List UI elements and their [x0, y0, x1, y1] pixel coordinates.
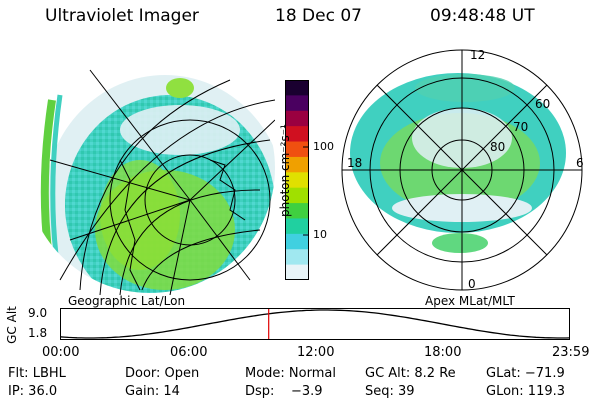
gain-info: Gain: 14 [125, 384, 180, 399]
apex-caption: Apex MLat/MLT [425, 294, 515, 308]
mlt-label-6: 6 [576, 156, 584, 170]
colorbar-stripe [285, 264, 309, 280]
colorbar-stripe [285, 172, 309, 189]
colorbar-stripe [285, 187, 309, 204]
mlt-label-18: 18 [347, 156, 363, 170]
altitude-tick-high: 9.0 [28, 306, 48, 320]
geographic-auroral-image [40, 69, 275, 295]
colorbar-stripe [285, 218, 309, 235]
colorbar-tick-10: 10 [313, 228, 327, 241]
door-info: Door: Open [125, 366, 200, 381]
altitude-axis-label: GC Alt [5, 306, 19, 344]
colorbar [285, 80, 309, 280]
colorbar-stripe [285, 95, 309, 112]
time-tick-1800: 18:00 [424, 345, 462, 360]
time-label: 09:48:48 UT [430, 6, 535, 26]
glon-info: GLon: 119.3 [486, 384, 566, 399]
mlat-label-60: 60 [535, 97, 551, 111]
filter-info: Flt: LBHL [8, 366, 66, 381]
colorbar-stripe [285, 203, 309, 219]
time-tick-1200: 12:00 [297, 345, 335, 360]
colorbar-stripe [285, 80, 309, 96]
altitude-curve [60, 309, 570, 339]
mlt-label-12: 12 [470, 48, 486, 62]
geographic-caption: Geographic Lat/Lon [68, 294, 186, 308]
time-tick-2359: 23:59 [552, 345, 590, 360]
glat-info: GLat: −71.9 [486, 366, 565, 381]
mode-info: Mode: Normal [245, 366, 336, 381]
colorbar-unit-label: photon cm⁻²s⁻¹ [278, 124, 292, 217]
seq-info: Seq: 39 [365, 384, 415, 399]
mlat-label-80: 80 [490, 140, 506, 154]
colorbar-stripe [285, 126, 309, 143]
colorbar-stripe [285, 141, 309, 158]
dsp-info: Dsp: −3.9 [245, 384, 323, 399]
date-label: 18 Dec 07 [275, 6, 362, 26]
altitude-tick-low: 1.8 [28, 326, 48, 340]
colorbar-stripe [285, 110, 309, 127]
colorbar-stripe [285, 156, 309, 173]
gc-alt-info: GC Alt: 8.2 Re [365, 366, 456, 381]
mlt-label-0: 0 [468, 277, 476, 291]
time-tick-0600: 06:00 [170, 345, 208, 360]
mlat-label-70: 70 [513, 120, 529, 134]
colorbar-tick-100: 100 [313, 140, 334, 153]
ip-info: IP: 36.0 [8, 384, 58, 399]
altitude-plot [60, 308, 570, 340]
instrument-title: Ultraviolet Imager [45, 6, 199, 26]
time-tick-0000: 00:00 [42, 345, 80, 360]
apex-auroral-image [341, 49, 583, 291]
colorbar-stripe [285, 233, 309, 250]
colorbar-stripe [285, 249, 309, 266]
